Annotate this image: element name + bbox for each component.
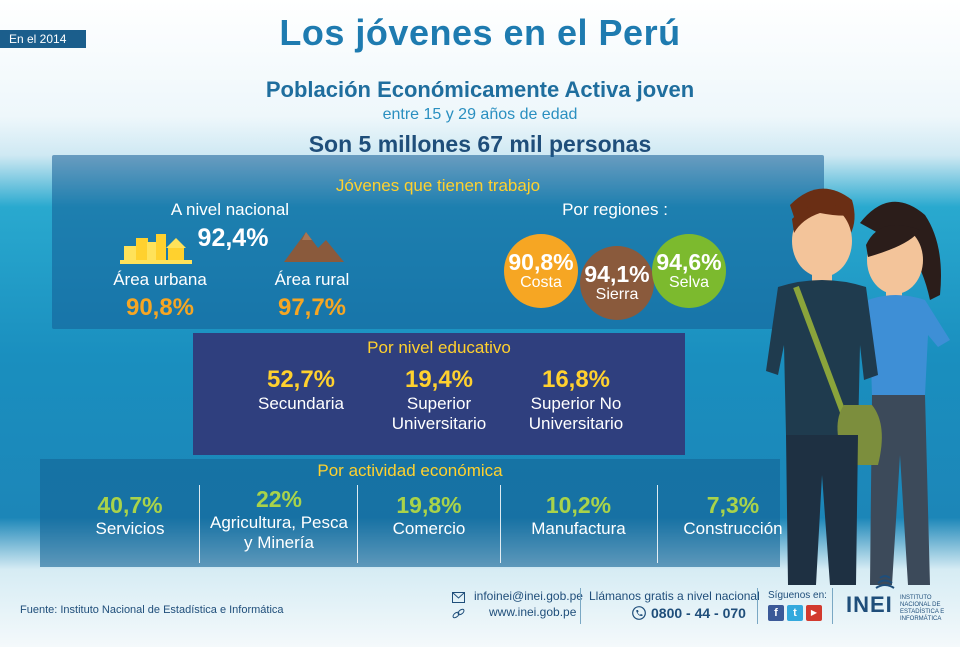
divider: [500, 485, 501, 563]
inei-logo-line: INSTITUTO: [900, 595, 932, 601]
activity-value: 40,7%: [97, 492, 163, 518]
education-label-2: Universitario: [391, 414, 487, 433]
divider: [357, 485, 358, 563]
age-range: entre 15 y 29 años de edad: [382, 106, 578, 123]
education-item: 52,7% Secundaria: [246, 366, 356, 414]
email-icon: [452, 590, 465, 603]
education-label-2: Universitario: [528, 414, 624, 433]
rural-label: Área rural: [274, 270, 350, 289]
activity-label: Agricultura, Pesca: [210, 513, 348, 532]
region-sierra: 94,1% Sierra: [580, 246, 654, 320]
rural-value: 97,7%: [277, 294, 347, 321]
link-icon: [452, 606, 465, 619]
region-value: 94,6%: [656, 249, 722, 275]
activity-item: 40,7% Servicios: [60, 492, 200, 539]
activity-label-2: y Minería: [244, 533, 314, 552]
education-value: 52,7%: [266, 366, 336, 393]
region-label: Costa: [520, 274, 562, 291]
divider: [199, 485, 200, 563]
education-title: Por nivel educativo: [367, 338, 511, 357]
region-label: Selva: [668, 274, 710, 291]
activity-item: 10,2% Manufactura: [500, 492, 657, 539]
activity-value: 22%: [255, 486, 303, 512]
activity-title: Por actividad económica: [317, 461, 503, 480]
mountain-icon: [284, 228, 344, 262]
education-value: 16,8%: [541, 366, 611, 393]
call-label: Llámanos gratis a nivel nacional: [589, 589, 760, 603]
divider: [657, 485, 658, 563]
activity-item: 19,8% Comercio: [358, 492, 500, 539]
urban-label: Área urbana: [113, 270, 207, 289]
region-value: 94,1%: [584, 261, 650, 287]
education-label: Superior No: [530, 394, 622, 413]
follow-label: Síguenos en:: [768, 590, 827, 601]
education-item: 16,8% Superior No Universitario: [512, 366, 640, 434]
urban-value: 90,8%: [125, 294, 195, 321]
activity-label: Construcción: [683, 519, 783, 538]
total-population: Son 5 millones 67 mil personas: [308, 131, 652, 157]
phone-number[interactable]: 0800 - 44 - 070: [651, 605, 746, 621]
twitter-icon[interactable]: t: [787, 605, 803, 621]
national-value: 92,4%: [197, 224, 269, 252]
education-panel: [193, 333, 685, 455]
education-value: 19,4%: [404, 366, 474, 393]
inei-logo-line: NACIONAL DE: [900, 602, 941, 608]
facebook-icon[interactable]: f: [768, 605, 784, 621]
youtube-icon[interactable]: ▶: [806, 605, 822, 621]
education-label: Superior: [406, 394, 472, 413]
activity-value: 7,3%: [706, 492, 760, 518]
inei-logo-line: ESTADÍSTICA E: [900, 609, 945, 615]
city-icon: [120, 232, 192, 264]
activity-item: 7,3% Construcción: [658, 492, 808, 539]
phone-icon: [632, 606, 646, 620]
activity-panel: [40, 459, 780, 567]
activity-label: Manufactura: [531, 519, 626, 538]
region-label: Sierra: [595, 286, 639, 303]
education-label: Secundaria: [257, 394, 344, 413]
subtitle: Población Económicamente Activa joven: [265, 77, 695, 102]
employment-title: Jóvenes que tienen trabajo: [335, 176, 541, 195]
web-link[interactable]: www.inei.gob.pe: [489, 605, 577, 619]
activity-item: 22% Agricultura, Pesca y Minería: [201, 486, 357, 553]
young-people-illustration: [760, 175, 960, 590]
region-value: 90,8%: [508, 249, 574, 275]
activity-value: 10,2%: [545, 492, 612, 518]
inei-logo-line: INFORMÁTICA: [900, 616, 942, 622]
activity-label: Comercio: [392, 519, 466, 538]
email-link[interactable]: infoinei@inei.gob.pe: [474, 589, 583, 603]
region-costa: 90,8% Costa: [504, 234, 578, 308]
activity-label: Servicios: [95, 519, 165, 538]
national-label: A nivel nacional: [170, 200, 290, 219]
region-selva: 94,6% Selva: [652, 234, 726, 308]
footer-divider: [580, 588, 581, 624]
inei-logo-text: INSTITUTO NACIONAL DE ESTADÍSTICA E INFO…: [900, 595, 944, 623]
education-item: 19,4% Superior Universitario: [375, 366, 503, 434]
source-note: Fuente: Instituto Nacional de Estadístic…: [20, 604, 284, 616]
activity-value: 19,8%: [396, 492, 462, 518]
inei-logo: INEI: [846, 592, 893, 617]
page-title: Los jóvenes en el Perú: [279, 12, 681, 53]
inei-logo-mark: [874, 570, 896, 590]
regions-label: Por regiones :: [562, 200, 668, 219]
footer-divider: [832, 588, 833, 624]
footer-divider: [757, 588, 758, 624]
year-badge: En el 2014: [0, 30, 86, 48]
